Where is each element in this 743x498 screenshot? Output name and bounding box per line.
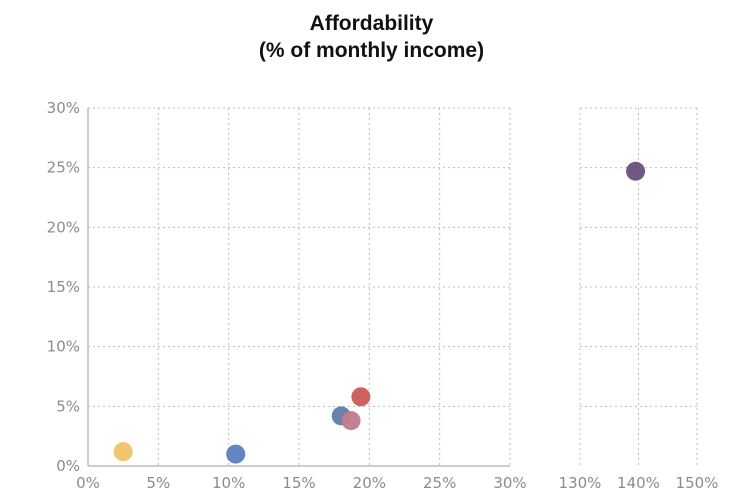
y-tick-label: 0% [56,457,80,475]
data-point [351,387,371,407]
x-tick-label: 150% [676,474,719,492]
chart-title: Affordability (% of monthly income) [0,10,743,64]
x-tick-label: 25% [423,474,456,492]
data-point [341,411,361,431]
y-tick-label: 10% [47,338,80,356]
data-point [226,444,246,464]
data-point [113,442,133,462]
chart-title-line-2: (% of monthly income) [258,39,485,62]
y-tick-label: 15% [47,278,80,296]
y-tick-label: 20% [47,218,80,236]
x-tick-label: 10% [212,474,245,492]
x-tick-label: 5% [146,474,170,492]
x-tick-label: 15% [282,474,315,492]
y-tick-label: 30% [47,99,80,117]
grid-layer [88,107,698,466]
point-layer [113,161,646,464]
y-tick-label: 25% [47,159,80,177]
axis-layer [87,108,510,467]
x-tick-label: 130% [559,474,602,492]
chart-title-line-1: Affordability [309,12,434,35]
x-tick-label: 30% [493,474,526,492]
tick-layer: 0% 5% 10% 15% 20% 25% 30% 0% 5% 10% 15% 20% 25% 30% 13… [47,99,719,492]
data-point [626,161,646,181]
x-tick-label: 140% [617,474,660,492]
x-tick-label: 0% [76,474,100,492]
x-tick-label: 20% [353,474,386,492]
y-tick-label: 5% [56,397,80,415]
